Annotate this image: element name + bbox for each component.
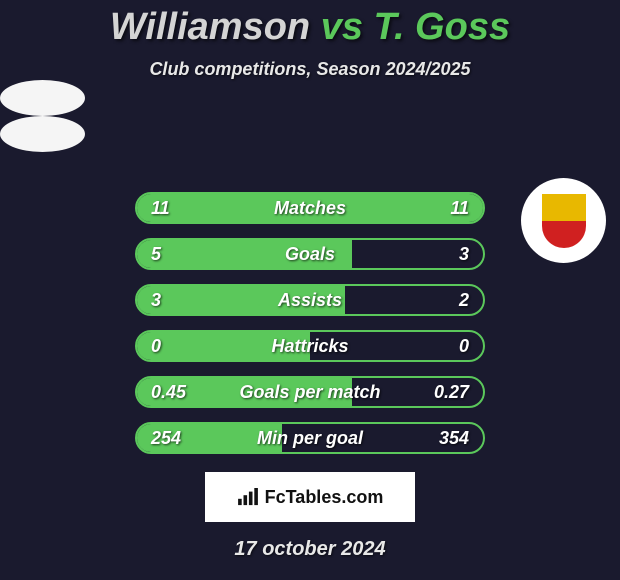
left-club-logo-placeholder-1 (0, 80, 85, 116)
annan-athletic-badge-icon (542, 194, 586, 248)
stat-label: Goals (137, 244, 483, 265)
left-club-logo-placeholder-2 (0, 116, 85, 152)
comparison-title: Williamson vs T. Goss (0, 0, 620, 49)
stat-row: 3Assists2 (135, 284, 485, 316)
stat-right-value: 354 (439, 428, 469, 449)
player-right-name: T. Goss (374, 6, 511, 48)
stat-row: 11Matches11 (135, 192, 485, 224)
stat-right-value: 2 (459, 290, 469, 311)
right-club-logo (521, 178, 606, 263)
fctables-icon (237, 488, 259, 506)
vs-text: vs (321, 6, 363, 48)
stat-right-value: 11 (450, 198, 469, 219)
brand-text: FcTables.com (265, 487, 384, 508)
stats-list: 11Matches115Goals33Assists20Hattricks00.… (135, 192, 485, 454)
stat-row: 0Hattricks0 (135, 330, 485, 362)
stat-row: 254Min per goal354 (135, 422, 485, 454)
subtitle: Club competitions, Season 2024/2025 (0, 59, 620, 80)
stat-label: Hattricks (137, 336, 483, 357)
stat-right-value: 0.27 (434, 382, 469, 403)
snapshot-date: 17 october 2024 (0, 538, 620, 561)
player-left-name: Williamson (110, 6, 310, 48)
stat-label: Assists (137, 290, 483, 311)
stat-label: Goals per match (137, 382, 483, 403)
stat-row: 0.45Goals per match0.27 (135, 376, 485, 408)
stat-right-value: 0 (459, 336, 469, 357)
stat-row: 5Goals3 (135, 238, 485, 270)
stat-label: Matches (137, 198, 483, 219)
stat-label: Min per goal (137, 428, 483, 449)
brand-box: FcTables.com (205, 472, 415, 522)
stat-right-value: 3 (459, 244, 469, 265)
